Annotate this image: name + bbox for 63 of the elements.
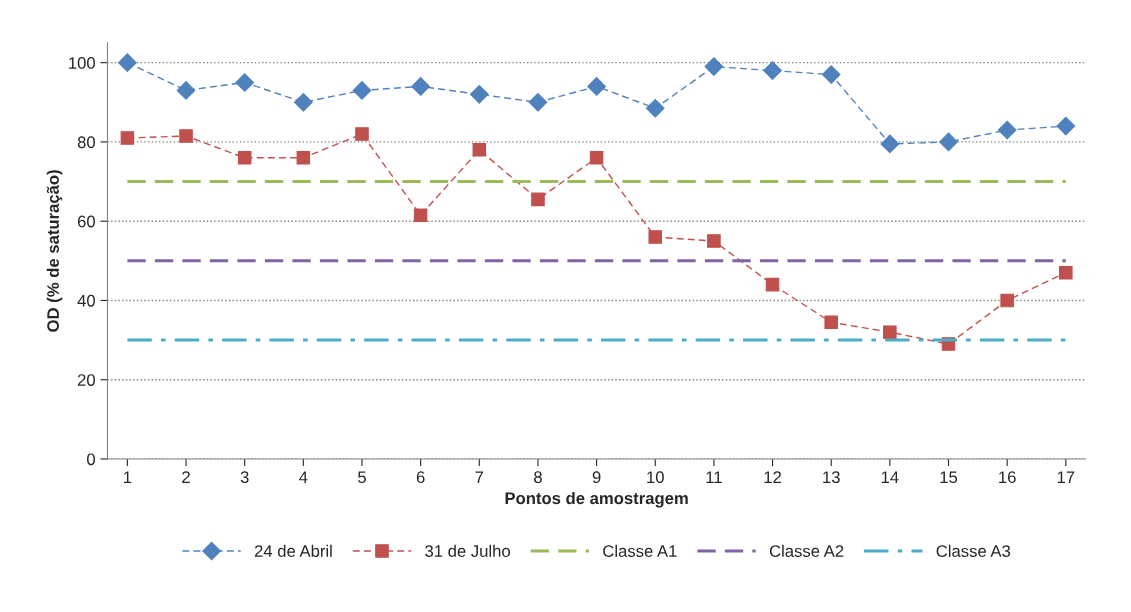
x-tick-label: 2 [182, 471, 190, 483]
point [939, 132, 958, 152]
legend-label: Classe A1 [603, 544, 677, 557]
x-tick-label: 4 [299, 471, 308, 483]
x-tick-label: 10 [647, 471, 664, 484]
x-tick-label: 16 [999, 471, 1016, 484]
x-tick-label: 13 [823, 471, 840, 484]
point [765, 277, 780, 292]
point [824, 315, 838, 330]
point [120, 131, 135, 145]
x-tick-label: 11 [706, 471, 722, 483]
point [296, 151, 311, 165]
point [589, 151, 604, 165]
y-tick-label: 40 [77, 294, 95, 307]
point [883, 325, 897, 339]
point [531, 192, 545, 207]
point [704, 57, 724, 76]
x-tick-label: 14 [881, 471, 899, 483]
y-tick-label: 60 [77, 215, 95, 228]
y-axis-title: OD (% de saturação) [46, 170, 63, 332]
y-tick-label: 0 [87, 453, 95, 466]
x-tick-label: 5 [358, 471, 366, 484]
point [997, 120, 1017, 140]
point [1059, 265, 1073, 280]
legend-label: 24 de Abril [254, 544, 332, 557]
point [352, 81, 372, 100]
point [648, 230, 663, 244]
legend-label: Classe A2 [769, 544, 844, 557]
x-axis-title: Pontos de amostragem [505, 491, 688, 508]
point [237, 151, 252, 165]
point [355, 127, 369, 141]
point [293, 92, 313, 112]
point [411, 77, 431, 96]
point [528, 92, 548, 112]
point [645, 98, 665, 118]
point [763, 61, 782, 80]
x-tick-label: 6 [416, 471, 425, 484]
point [587, 77, 606, 96]
legend-label: Classe A3 [936, 544, 1011, 557]
y-tick-label: 20 [77, 374, 95, 386]
point [472, 143, 487, 157]
point [880, 134, 900, 154]
x-tick-label: 7 [475, 471, 484, 483]
point [235, 73, 255, 92]
x-tick-label: 8 [534, 471, 542, 484]
point [413, 208, 428, 223]
point [179, 129, 193, 143]
legend-label: 31 de Julho [425, 544, 510, 557]
point [821, 65, 841, 84]
y-tick-label: 100 [69, 57, 95, 69]
x-tick-label: 3 [240, 471, 249, 484]
x-tick-label: 9 [592, 471, 601, 484]
x-tick-label: 17 [1057, 471, 1075, 483]
point [469, 85, 489, 104]
x-tick-label: 12 [764, 471, 781, 483]
point [118, 53, 137, 73]
point [1056, 116, 1076, 136]
x-tick-label: 1 [124, 471, 132, 483]
y-tick-label: 80 [77, 136, 95, 149]
point [1000, 293, 1014, 308]
x-tick-label: 15 [940, 471, 958, 484]
point [707, 234, 721, 248]
point [176, 81, 196, 100]
